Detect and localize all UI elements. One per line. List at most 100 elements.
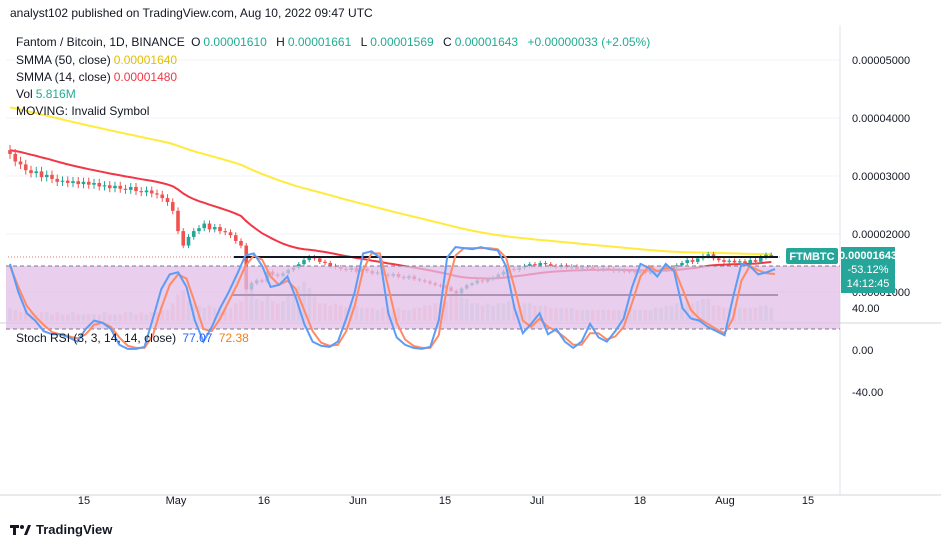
candle-body: [680, 263, 684, 266]
time-tick-label: 16: [258, 495, 270, 507]
candle-body: [218, 227, 222, 232]
candle-body: [695, 258, 700, 262]
candle[interactable]: [212, 223, 217, 233]
candle[interactable]: [737, 259, 742, 265]
candle[interactable]: [76, 177, 81, 189]
candle[interactable]: [44, 170, 49, 182]
stoch-pane: 80.0040.000.00-40.00: [6, 246, 883, 399]
candle[interactable]: [34, 166, 39, 178]
candle[interactable]: [748, 257, 753, 266]
candle-body: [239, 240, 243, 246]
candle[interactable]: [18, 156, 23, 170]
candle[interactable]: [186, 234, 191, 249]
candle-body: [328, 263, 333, 266]
candle-body: [527, 264, 532, 266]
candle[interactable]: [13, 149, 18, 167]
candle[interactable]: [197, 225, 201, 235]
candle[interactable]: [170, 198, 175, 215]
publisher-line: analyst102 published on TradingView.com,…: [10, 6, 373, 20]
candle[interactable]: [302, 257, 306, 267]
candle[interactable]: [176, 207, 180, 235]
candle[interactable]: [50, 170, 54, 184]
volume-value: 5.816M: [35, 87, 76, 101]
candle[interactable]: [102, 181, 107, 191]
candle[interactable]: [181, 228, 186, 249]
candle[interactable]: [149, 186, 154, 198]
candle[interactable]: [97, 178, 102, 191]
candle[interactable]: [223, 228, 228, 236]
symbol-name[interactable]: Fantom / Bitcoin, 1D, BINANCE: [16, 35, 185, 49]
candle[interactable]: [118, 181, 123, 193]
tradingview-footer[interactable]: TradingView: [10, 522, 112, 537]
candle[interactable]: [92, 178, 96, 189]
price-tag: FTMBTC 0.00001643 -53.12% 14:12:45: [786, 247, 897, 293]
candle-body: [128, 187, 133, 190]
candle[interactable]: [128, 182, 133, 194]
candle[interactable]: [727, 258, 732, 265]
candle-body: [323, 261, 327, 263]
candle[interactable]: [753, 257, 758, 265]
candle[interactable]: [160, 190, 165, 202]
low-value: 0.00001569: [370, 35, 434, 49]
candle-body: [102, 185, 107, 187]
candle[interactable]: [732, 258, 737, 265]
chart-area[interactable]: 0.00005000 0.00004000 0.00003000 0.00002000…: [0, 25, 941, 522]
candle[interactable]: [323, 259, 327, 266]
smma14-legend[interactable]: SMMA (14, close) 0.00001480: [16, 70, 178, 84]
price-axis: 0.00005000 0.00004000 0.00003000 0.00002000…: [852, 55, 910, 299]
time-tick-label: 18: [634, 495, 646, 507]
stoch-legend[interactable]: Stoch RSI (3, 3, 14, 14, close) 77.07 72…: [16, 331, 249, 345]
candle-body: [202, 223, 207, 229]
candle-body: [223, 231, 228, 233]
candle-body: [722, 260, 726, 262]
candle[interactable]: [228, 229, 233, 239]
candle[interactable]: [144, 186, 149, 197]
candle[interactable]: [60, 176, 65, 187]
candle[interactable]: [107, 181, 112, 193]
moving-legend[interactable]: MOVING: Invalid Symbol: [16, 104, 150, 118]
time-tick-label: Aug: [715, 495, 735, 507]
stoch-k-value: 77.07: [182, 331, 213, 345]
candle-body: [86, 181, 91, 185]
candle[interactable]: [134, 182, 138, 196]
candle-body: [317, 258, 322, 262]
candle[interactable]: [8, 145, 12, 159]
candle[interactable]: [123, 184, 128, 194]
candle[interactable]: [239, 238, 243, 249]
candle[interactable]: [55, 174, 60, 187]
volume-legend[interactable]: Vol 5.816M: [16, 87, 76, 101]
close-value: 0.00001643: [454, 35, 519, 49]
smma50-legend[interactable]: SMMA (50, close) 0.00001640: [16, 53, 178, 67]
candle[interactable]: [543, 260, 548, 267]
candle[interactable]: [191, 228, 196, 240]
candle[interactable]: [81, 177, 86, 189]
candle[interactable]: [71, 177, 75, 188]
candle-body: [44, 174, 49, 178]
candle[interactable]: [29, 165, 33, 178]
candle[interactable]: [233, 232, 238, 244]
candle-body: [685, 260, 690, 263]
candle-body: [8, 150, 12, 154]
candle[interactable]: [39, 166, 44, 182]
candle-body: [732, 260, 737, 263]
candle[interactable]: [207, 220, 212, 233]
candle-body: [538, 263, 543, 266]
candle[interactable]: [23, 159, 28, 175]
candle-body: [139, 191, 144, 193]
candle[interactable]: [202, 220, 207, 232]
candle[interactable]: [86, 177, 91, 189]
price-tick-label: 0.00004000: [852, 113, 910, 125]
candle[interactable]: [165, 194, 170, 206]
candle[interactable]: [65, 176, 70, 188]
candle[interactable]: [155, 189, 159, 199]
candle[interactable]: [139, 187, 144, 197]
open-value: 0.00001610: [203, 35, 267, 49]
time-tick-label: 15: [78, 495, 90, 507]
candle[interactable]: [690, 257, 695, 265]
candle-body: [65, 180, 70, 183]
candle[interactable]: [113, 181, 117, 193]
candle[interactable]: [722, 257, 726, 265]
candle[interactable]: [685, 257, 690, 266]
main-legend: Fantom / Bitcoin, 1D, BINANCE O 0.0000161…: [16, 35, 651, 49]
candle[interactable]: [218, 223, 222, 235]
